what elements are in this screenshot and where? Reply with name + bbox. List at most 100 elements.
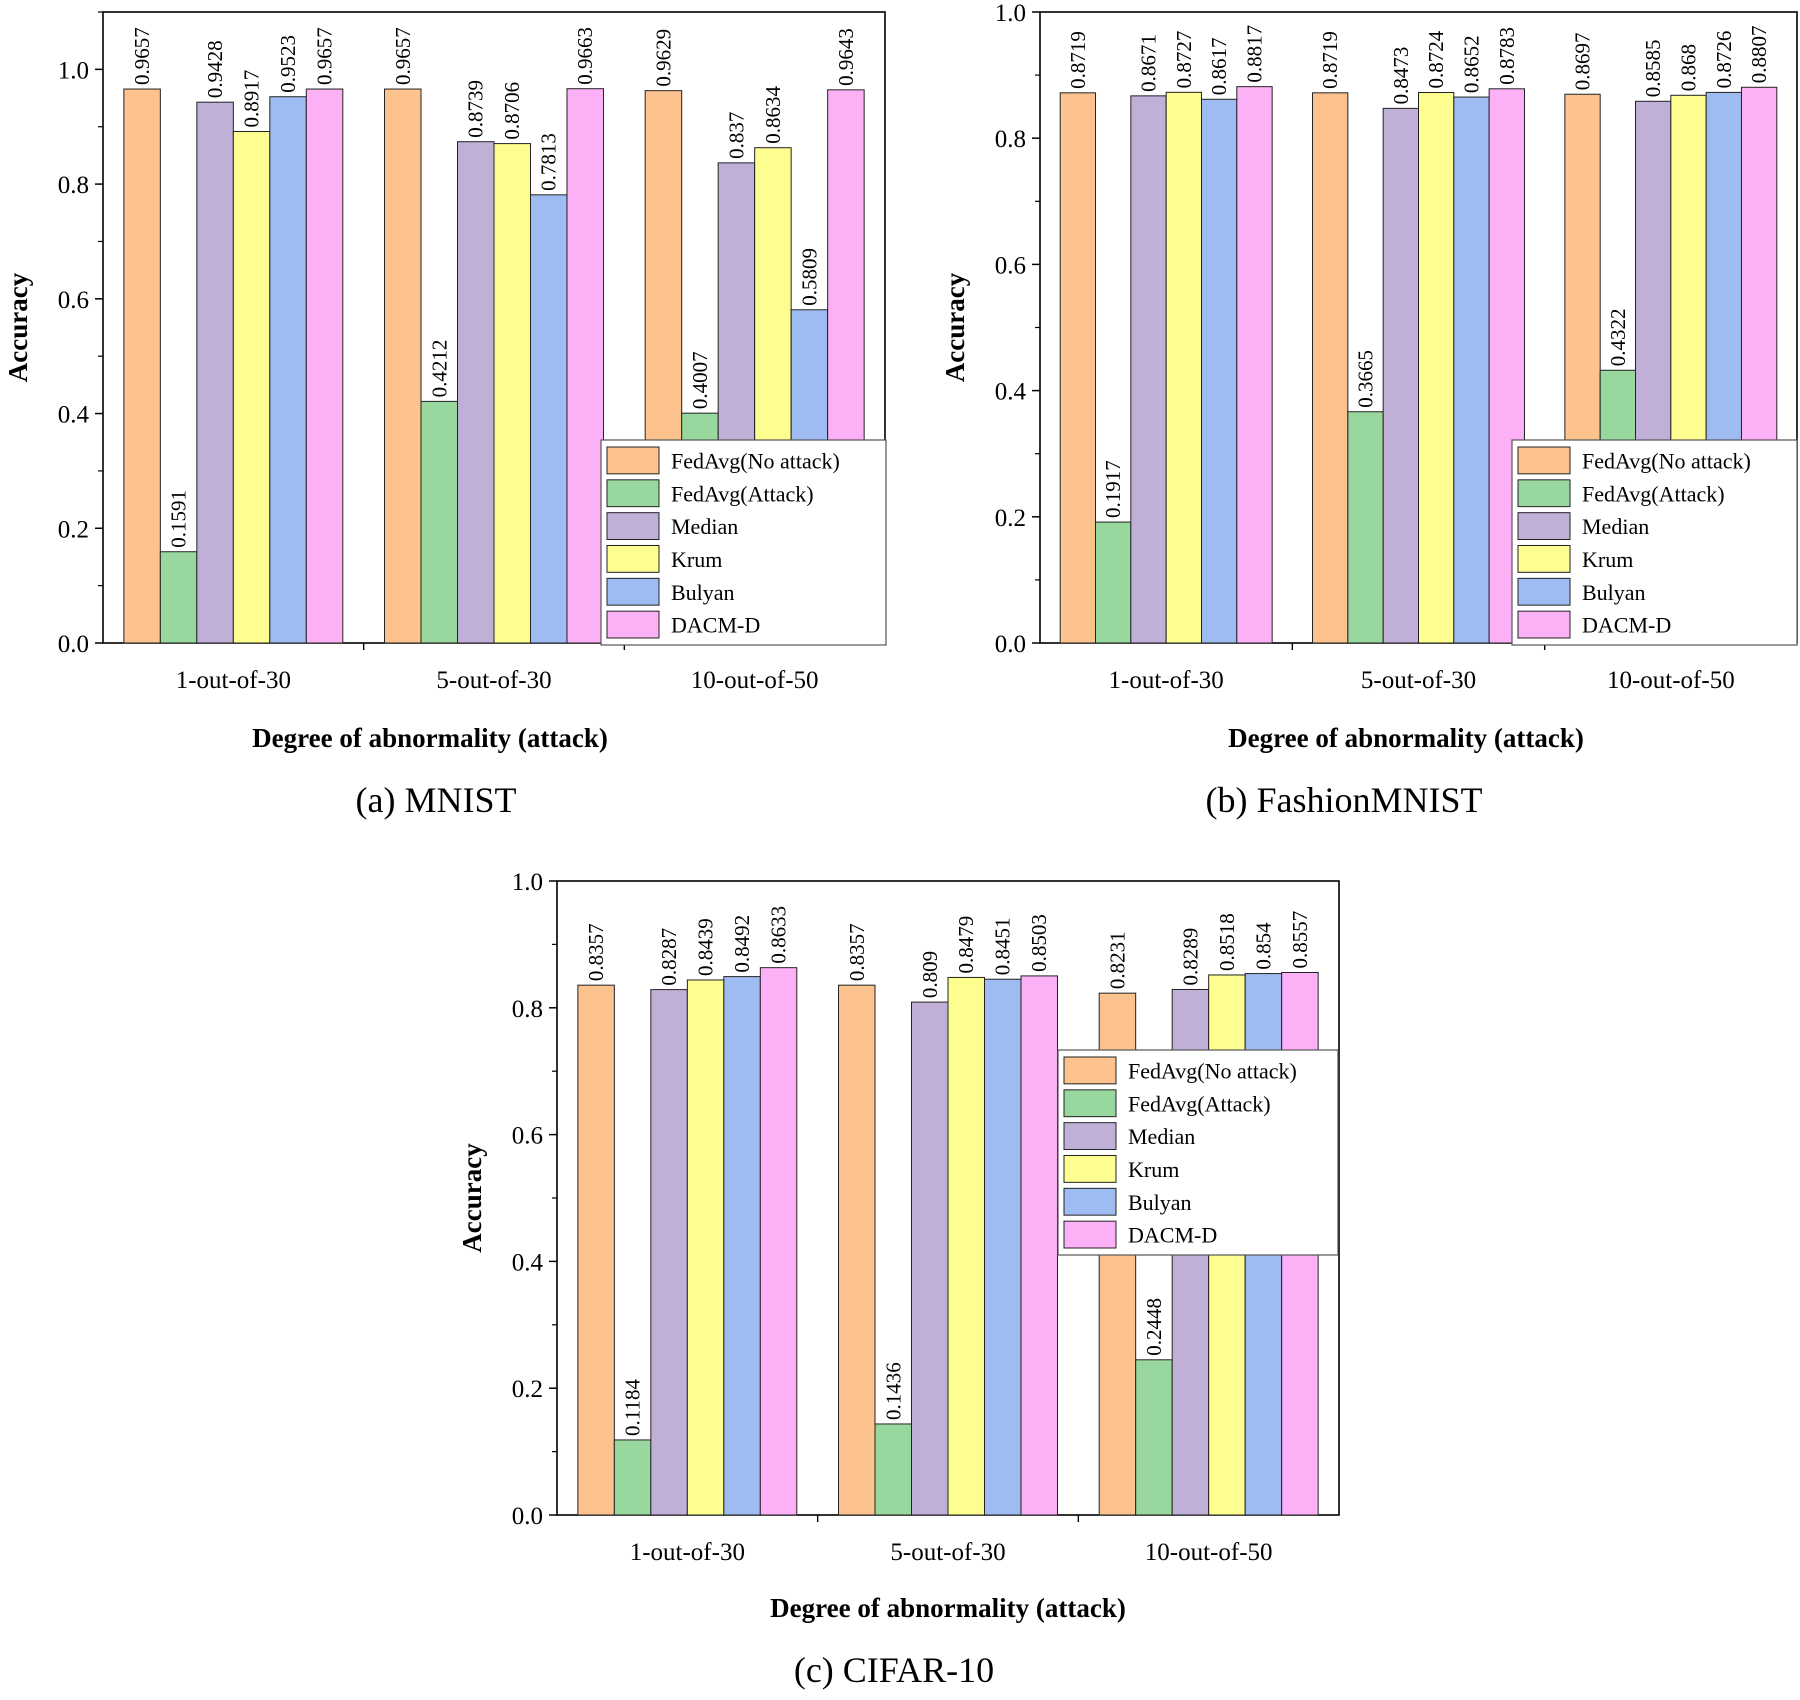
data-label: 0.8652	[1459, 35, 1483, 93]
bar-fedavg-attack-	[1135, 1359, 1173, 1516]
legend-label: FedAvg(No attack)	[671, 448, 840, 473]
legend-label: Bulyan	[671, 580, 735, 605]
data-label: 0.7813	[537, 133, 561, 191]
legend-label: Krum	[1128, 1157, 1179, 1182]
bar-median	[457, 141, 495, 644]
data-label: 0.8697	[1571, 32, 1595, 90]
data-label: 0.9657	[391, 27, 415, 85]
legend-swatch	[606, 577, 660, 606]
y-tick-label: 1.0	[58, 57, 89, 84]
x-axis-title: Degree of abnormality (attack)	[252, 723, 608, 753]
bar-krum	[493, 143, 531, 644]
bar-fedavg-no-attack-	[577, 984, 615, 1516]
data-label: 0.8783	[1495, 27, 1519, 85]
legend-label: Median	[671, 514, 738, 539]
bar-bulyan	[983, 978, 1022, 1516]
data-label: 0.8817	[1242, 25, 1266, 83]
y-tick-label: 0.2	[995, 505, 1026, 532]
data-label: 0.4322	[1606, 309, 1630, 367]
x-tick-label: 10-out-of-50	[1607, 667, 1735, 694]
legend-swatch	[606, 446, 660, 475]
data-label: 0.8287	[657, 928, 681, 986]
data-label: 0.8633	[767, 906, 791, 964]
data-label: 0.4212	[427, 340, 451, 398]
data-label: 0.8917	[240, 70, 264, 128]
x-tick-label: 1-out-of-30	[1109, 667, 1224, 694]
y-axis-title: Accuracy	[457, 1143, 487, 1253]
data-label: 0.8357	[845, 923, 869, 981]
data-label: 0.8726	[1712, 31, 1736, 89]
legend-swatch	[606, 512, 660, 541]
legend-label: FedAvg(No attack)	[1582, 448, 1751, 473]
bar-krum	[686, 979, 725, 1516]
data-label: 0.8706	[500, 82, 524, 140]
data-label: 0.9629	[651, 29, 675, 87]
bar-fedavg-no-attack-	[384, 88, 422, 644]
legend-swatch	[1063, 1187, 1117, 1216]
data-label: 0.9643	[834, 28, 858, 86]
bar-fedavg-no-attack-	[1059, 92, 1097, 644]
data-label: 0.1917	[1101, 460, 1125, 518]
bar-fedavg-no-attack-	[123, 88, 161, 644]
data-label: 0.5809	[797, 248, 821, 306]
chart-panel-2: 0.0 0.2 0.4 0.6 0.8 1.0 0.8719 0.1917 0.8671 0.87…	[940, 0, 1798, 820]
data-label: 0.9663	[573, 27, 597, 85]
legend-swatch	[1063, 1220, 1117, 1249]
legend-swatch	[1517, 577, 1571, 606]
legend-swatch	[606, 610, 660, 639]
data-label: 0.8289	[1178, 928, 1202, 986]
bar-bulyan	[1200, 98, 1238, 644]
chart-caption: (c) CIFAR-10	[794, 1650, 994, 1690]
y-tick-label: 0.2	[512, 1376, 543, 1403]
bar-median	[650, 989, 688, 1516]
legend-label: DACM-D	[1128, 1223, 1217, 1248]
bar-fedavg-attack-	[874, 1423, 913, 1516]
x-tick-label: 10-out-of-50	[1145, 1539, 1273, 1566]
y-tick-label: 0.2	[58, 516, 89, 543]
y-tick-label: 1.0	[512, 869, 543, 896]
data-label: 0.9428	[203, 40, 227, 98]
y-tick-label: 0.8	[995, 126, 1026, 153]
bar-fedavg-attack-	[1095, 521, 1132, 644]
data-label: 0.8503	[1027, 914, 1051, 972]
data-label: 0.8719	[1318, 31, 1342, 89]
bar-krum	[1418, 92, 1455, 644]
data-label: 0.8439	[694, 918, 718, 976]
bar-dacm-d	[305, 88, 344, 644]
data-label: 0.8671	[1137, 34, 1161, 92]
data-label: 0.8727	[1172, 31, 1196, 89]
legend: FedAvg(No attack) FedAvg(Attack) Median Kru…	[1057, 1049, 1339, 1256]
data-label: 0.9657	[313, 27, 337, 85]
x-tick-label: 1-out-of-30	[630, 1539, 745, 1566]
chart-panel-3: 0.0 0.2 0.4 0.6 0.8 1.0 0.8357 0.1184 0.8287 0.84…	[457, 869, 1340, 1690]
data-label: 0.8585	[1641, 40, 1665, 98]
legend-swatch	[606, 545, 660, 573]
data-label: 0.8617	[1207, 38, 1231, 96]
bar-krum	[232, 130, 271, 644]
legend-label: DACM-D	[1582, 613, 1671, 638]
legend-swatch	[1517, 512, 1571, 541]
bar-fedavg-attack-	[1347, 411, 1384, 644]
y-tick-label: 1.0	[995, 0, 1026, 27]
legend-swatch	[1063, 1089, 1117, 1118]
legend-swatch	[1063, 1122, 1117, 1150]
data-label: 0.8451	[991, 917, 1015, 975]
bar-bulyan	[1453, 96, 1490, 644]
bar-dacm-d	[759, 967, 798, 1516]
y-tick-label: 0.4	[58, 402, 90, 429]
legend: FedAvg(No attack) FedAvg(Attack) Median Kru…	[1511, 439, 1798, 646]
data-label: 0.3665	[1354, 350, 1378, 408]
data-label: 0.4007	[688, 351, 712, 409]
data-label: 0.8473	[1389, 47, 1413, 105]
x-tick-label: 5-out-of-30	[436, 667, 551, 694]
bar-fedavg-no-attack-	[838, 984, 876, 1516]
y-tick-label: 0.8	[512, 996, 543, 1023]
legend-swatch	[1517, 545, 1571, 573]
legend-swatch	[606, 479, 660, 508]
chart-caption: (a) MNIST	[356, 780, 517, 820]
data-label: 0.1591	[167, 490, 191, 548]
legend: FedAvg(No attack) FedAvg(Attack) Median Kru…	[600, 439, 887, 646]
bar-bulyan	[529, 194, 568, 644]
